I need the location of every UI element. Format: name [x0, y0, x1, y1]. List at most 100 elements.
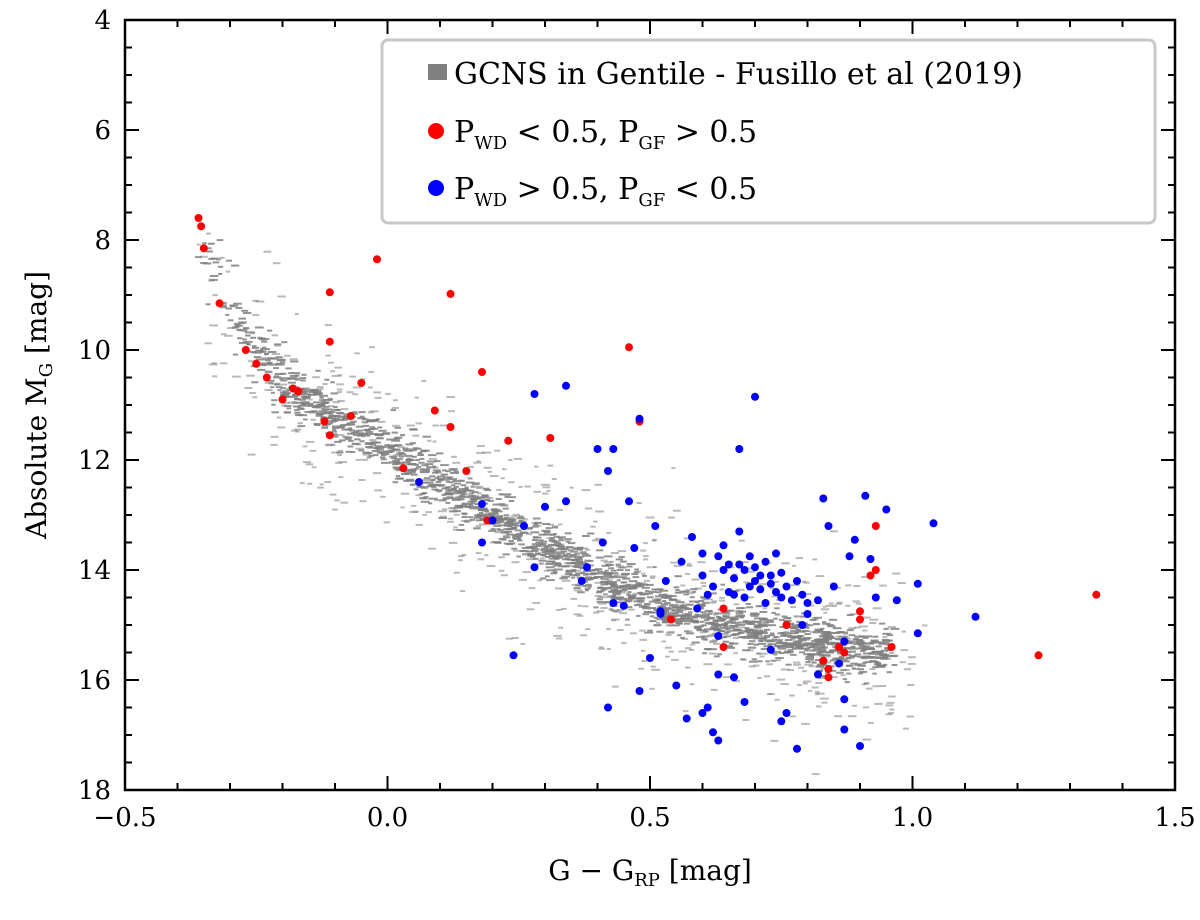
gcns-density-mark — [232, 353, 239, 356]
gcns-density-mark — [869, 668, 876, 671]
gcns-density-mark — [656, 630, 664, 633]
gcns-density-mark — [484, 499, 491, 502]
gcns-density-mark — [414, 467, 419, 470]
gcns-density-mark — [292, 394, 300, 396]
gcns-density-mark — [872, 607, 882, 610]
gcns-density-mark — [267, 361, 273, 364]
gcns-density-mark — [680, 636, 685, 639]
gcns-density-mark — [608, 608, 614, 611]
gcns-density-mark — [555, 563, 562, 566]
gcns-density-mark — [303, 461, 312, 464]
gcns-density-mark — [747, 649, 754, 652]
gcns-density-mark — [461, 502, 469, 505]
gcns-density-mark — [533, 490, 541, 493]
gcns-density-mark — [450, 484, 456, 487]
gcns-density-mark — [311, 406, 321, 408]
gcns-density-mark — [409, 428, 419, 431]
gcns-density-mark — [880, 656, 889, 659]
gcns-density-mark — [843, 632, 849, 635]
gcns-density-mark — [331, 451, 340, 454]
red-point — [325, 288, 334, 297]
gcns-density-mark — [250, 351, 256, 354]
gcns-density-mark — [801, 626, 810, 629]
gcns-density-mark — [852, 667, 860, 670]
gcns-density-mark — [674, 575, 682, 578]
gcns-density-mark — [577, 557, 582, 560]
gcns-density-mark — [662, 600, 667, 602]
gcns-density-mark — [719, 599, 726, 602]
gcns-density-mark — [532, 539, 538, 541]
gcns-density-mark — [887, 626, 896, 629]
gcns-density-mark — [686, 590, 691, 593]
gcns-density-mark — [471, 491, 479, 494]
gcns-density-mark — [668, 516, 675, 519]
gcns-density-mark — [388, 444, 398, 447]
gcns-density-mark — [420, 486, 428, 489]
blue-point — [478, 500, 486, 508]
gcns-density-mark — [820, 608, 830, 611]
gcns-density-mark — [640, 582, 647, 585]
gcns-density-mark — [310, 418, 316, 421]
gcns-density-mark — [502, 536, 511, 539]
gcns-density-mark — [327, 397, 333, 400]
gcns-density-mark — [689, 643, 696, 646]
gcns-density-mark — [476, 460, 481, 463]
red-point — [194, 214, 203, 222]
gcns-density-mark — [369, 426, 376, 429]
gcns-density-mark — [457, 498, 465, 501]
gcns-density-mark — [889, 652, 894, 654]
gcns-density-mark — [483, 466, 492, 469]
gcns-density-mark — [432, 440, 437, 443]
gcns-density-mark — [701, 624, 707, 627]
blue-point — [635, 687, 644, 695]
gcns-density-mark — [440, 478, 449, 481]
gcns-density-mark — [882, 636, 888, 639]
gcns-density-mark — [302, 387, 310, 390]
gcns-density-mark — [274, 373, 284, 375]
gcns-density-mark — [439, 424, 449, 427]
gcns-density-mark — [661, 640, 666, 643]
gcns-density-mark — [541, 492, 549, 495]
gcns-density-mark — [780, 634, 786, 637]
gcns-density-mark — [541, 547, 549, 550]
gcns-density-mark — [511, 561, 520, 564]
blue-point — [756, 571, 765, 580]
gcns-density-mark — [818, 641, 828, 644]
gcns-density-mark — [872, 666, 878, 669]
gcns-density-mark — [280, 387, 287, 390]
gcns-density-mark — [380, 495, 386, 498]
gcns-density-mark — [603, 561, 613, 564]
gcns-density-mark — [818, 648, 823, 651]
gcns-density-mark — [436, 490, 442, 493]
gcns-density-mark — [677, 618, 686, 621]
gcns-density-mark — [503, 542, 511, 545]
gcns-density-mark — [257, 336, 263, 339]
gcns-density-mark — [762, 625, 768, 627]
gcns-density-mark — [724, 631, 729, 634]
gcns-density-mark — [879, 622, 886, 625]
gcns-density-mark — [391, 431, 399, 434]
gcns-density-mark — [790, 606, 796, 609]
gcns-density-mark — [863, 706, 870, 709]
gcns-density-mark — [561, 579, 571, 582]
gcns-density-mark — [300, 408, 305, 410]
gcns-density-mark — [515, 521, 522, 524]
gcns-density-mark — [584, 575, 592, 578]
gcns-density-mark — [751, 620, 756, 623]
gcns-density-mark — [597, 587, 604, 590]
gcns-density-mark — [526, 558, 534, 561]
gcns-density-mark — [479, 496, 489, 499]
gcns-density-mark — [817, 645, 826, 648]
gcns-density-mark — [675, 589, 680, 591]
gcns-density-mark — [575, 558, 583, 561]
gcns-density-mark — [523, 518, 528, 521]
gcns-density-mark — [475, 487, 482, 490]
red-point — [719, 643, 728, 651]
y-tick-label: 14 — [78, 556, 111, 586]
gcns-density-mark — [903, 727, 909, 730]
gcns-density-mark — [266, 357, 275, 360]
gcns-density-mark — [354, 352, 360, 355]
gcns-density-mark — [869, 622, 877, 624]
gcns-density-mark — [368, 454, 374, 457]
gcns-density-mark — [702, 601, 709, 604]
